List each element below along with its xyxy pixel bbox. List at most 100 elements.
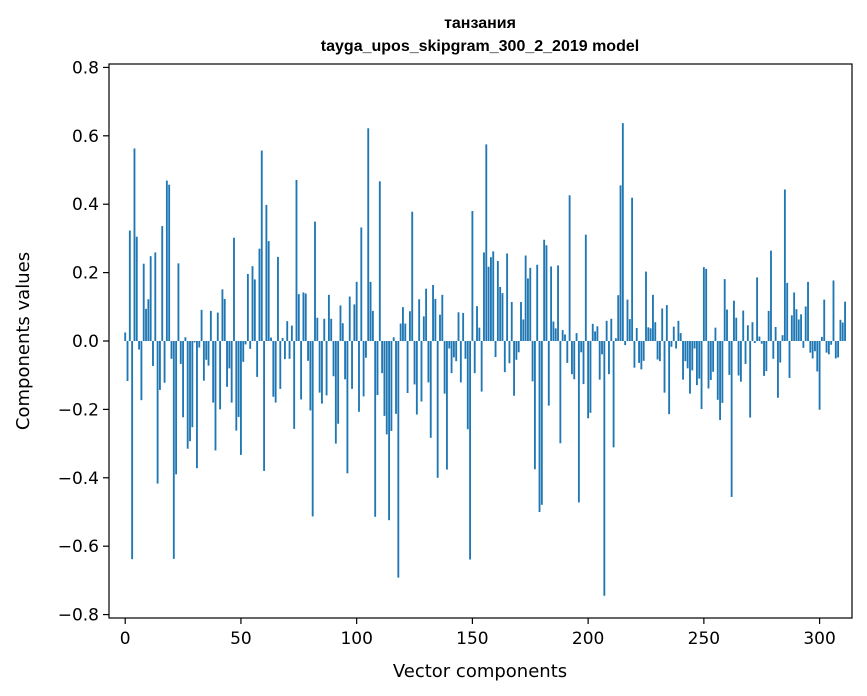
bar-268 (744, 341, 747, 364)
bar-52 (244, 341, 247, 345)
bar-117 (395, 341, 397, 414)
bar-156 (485, 144, 488, 341)
bar-252 (707, 341, 710, 389)
bar-279 (770, 250, 772, 341)
bar-14 (156, 341, 159, 484)
bar-221 (635, 328, 638, 341)
bar-69 (283, 341, 286, 360)
bar-183 (547, 341, 550, 406)
bar-299 (816, 341, 819, 372)
bar-281 (774, 326, 777, 341)
bar-30 (193, 341, 196, 343)
bar-136 (439, 314, 441, 341)
bar-81 (311, 341, 314, 517)
bar-255 (714, 327, 717, 341)
bar-160 (494, 341, 497, 358)
bar-225 (645, 271, 647, 341)
bar-99 (353, 304, 356, 341)
bar-157 (487, 266, 490, 341)
bar-172 (522, 319, 525, 341)
bar-23 (177, 263, 180, 341)
bar-182 (545, 245, 548, 341)
bar-77 (302, 292, 305, 341)
bar-36 (207, 341, 210, 366)
bar-28 (189, 341, 191, 442)
x-tick-label: 200 (572, 629, 604, 649)
x-axis-label: Vector components (393, 661, 567, 682)
bar-75 (297, 294, 300, 341)
bar-190 (564, 334, 566, 341)
bar-31 (196, 341, 198, 469)
bar-227 (649, 328, 652, 341)
bar-235 (668, 341, 671, 415)
y-tick-label: −0.8 (58, 606, 99, 626)
bar-271 (751, 322, 754, 341)
x-tick-label: 250 (688, 629, 720, 649)
bar-43 (223, 298, 226, 341)
bar-201 (589, 341, 592, 413)
bar-200 (587, 341, 590, 419)
bar-171 (520, 302, 522, 341)
bar-59 (260, 150, 263, 341)
bar-124 (411, 211, 414, 341)
bar-57 (256, 341, 259, 377)
bar-67 (279, 341, 282, 389)
bar-283 (779, 341, 782, 363)
bar-215 (621, 123, 624, 341)
bar-187 (557, 265, 559, 341)
bar-261 (728, 341, 731, 375)
bar-199 (584, 234, 587, 341)
bar-24 (179, 341, 182, 364)
bar-120 (402, 307, 404, 341)
bar-116 (392, 337, 395, 341)
bar-94 (341, 323, 344, 341)
bar-245 (691, 341, 694, 371)
bar-98 (351, 341, 353, 389)
bar-150 (471, 211, 474, 341)
bar-100 (355, 281, 358, 341)
bar-273 (756, 277, 759, 341)
y-tick-label: 0.6 (72, 127, 99, 147)
bar-179 (538, 341, 541, 512)
bar-109 (376, 341, 379, 396)
bar-166 (508, 341, 511, 364)
bar-44 (226, 341, 228, 387)
bar-184 (550, 266, 553, 341)
bar-304 (827, 341, 830, 355)
bar-230 (656, 341, 659, 360)
bar-291 (797, 319, 800, 341)
y-axis-ticks: −0.8 −0.6 −0.4 −0.2 0.0 0.2 0.4 0.6 0.8 (58, 58, 109, 626)
bar-88 (327, 294, 330, 341)
bar-195 (575, 333, 578, 341)
bar-310 (841, 322, 844, 341)
bar-21 (172, 341, 175, 559)
bar-266 (739, 341, 742, 382)
bar-264 (735, 317, 738, 341)
bar-167 (510, 302, 513, 341)
bar-65 (274, 341, 277, 403)
bar-276 (763, 341, 765, 376)
bar-66 (277, 256, 279, 341)
bar-209 (608, 341, 610, 375)
bar-48 (235, 341, 238, 431)
bar-131 (427, 341, 430, 383)
bar-158 (489, 257, 492, 341)
bar-229 (654, 322, 657, 341)
bar-191 (566, 341, 569, 363)
bar-224 (642, 341, 645, 361)
x-tick-label: 100 (340, 629, 372, 649)
bar-243 (686, 341, 689, 369)
bar-152 (476, 306, 478, 341)
bar-280 (772, 341, 775, 359)
bar-80 (309, 341, 312, 411)
bar-282 (777, 341, 779, 398)
bar-83 (316, 317, 319, 341)
bar-289 (793, 292, 796, 341)
y-tick-label: −0.4 (58, 469, 99, 489)
bar-97 (348, 296, 351, 341)
bar-129 (422, 316, 425, 341)
bar-63 (270, 337, 272, 341)
bar-258 (721, 341, 724, 403)
y-tick-label: −0.2 (58, 400, 99, 420)
bar-series (124, 123, 846, 596)
